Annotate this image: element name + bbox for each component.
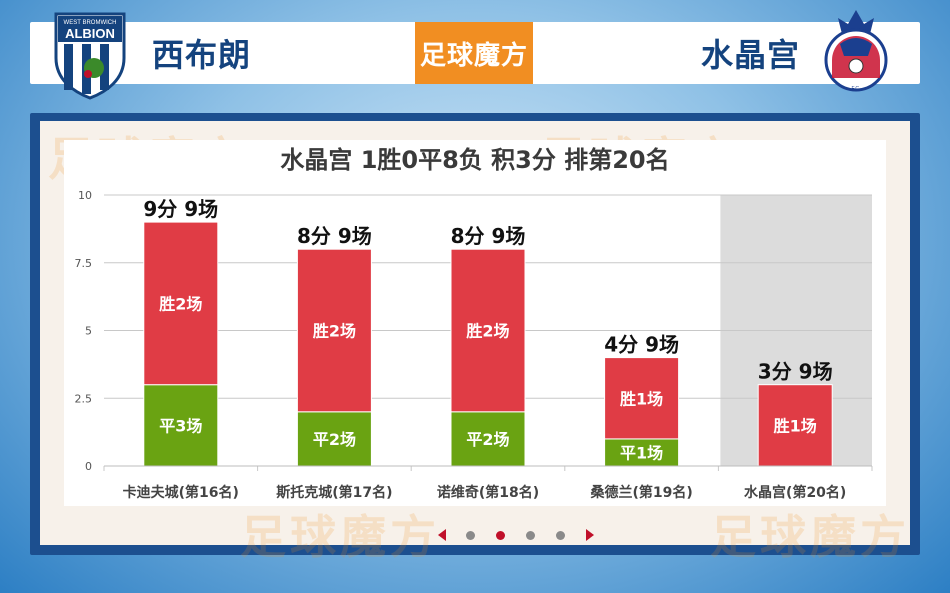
brand-watermark: 足球魔方 (240, 510, 440, 564)
away-team-name: 水晶宫 (700, 36, 800, 74)
y-tick-label: 2.5 (75, 392, 93, 405)
pager-dot[interactable] (496, 531, 505, 540)
x-tick-label: 诺维奇(第18名) (437, 484, 539, 501)
y-tick-label: 10 (78, 189, 92, 202)
x-tick-label: 水晶宫(第20名) (744, 484, 846, 501)
win-data-label: 胜2场 (159, 294, 202, 313)
slide-pager (430, 526, 600, 546)
brand-watermark: 足球魔方 (710, 510, 910, 564)
crystal-palace-crest-icon: F.C. (824, 10, 888, 92)
home-team-name: 西布朗 (152, 36, 252, 74)
win-bar (604, 357, 680, 440)
x-tick-label: 桑德兰(第19名) (590, 484, 692, 501)
win-data-label: 胜2场 (313, 322, 356, 341)
draw-data-label: 平2场 (466, 430, 509, 449)
x-tick-label: 卡迪夫城(第16名) (123, 484, 239, 501)
pager-dot[interactable] (526, 531, 535, 540)
total-label: 8分 9场 (297, 224, 372, 248)
total-label: 8分 9场 (451, 224, 526, 248)
svg-text:F.C.: F.C. (852, 86, 861, 92)
win-bar (143, 221, 219, 386)
chart-title: 水晶宫 1胜0平8负 积3分 排第20名 (280, 146, 669, 174)
total-label: 4分 9场 (604, 333, 679, 357)
draw-data-label: 平1场 (620, 443, 663, 462)
y-tick-label: 5 (85, 325, 92, 338)
win-data-label: 胜1场 (620, 389, 663, 408)
svg-text:ALBION: ALBION (65, 26, 115, 41)
total-label: 3分 9场 (758, 360, 833, 384)
draw-data-label: 平3场 (159, 416, 202, 435)
y-tick-label: 7.5 (75, 257, 93, 270)
next-arrow-icon[interactable] (586, 529, 594, 541)
win-bar (296, 248, 372, 413)
match-header: WEST BROMWICH ALBION 西布朗 足球魔方 水晶宫 F.C. (30, 10, 920, 100)
draw-bar (143, 384, 219, 467)
west-brom-crest-icon: WEST BROMWICH ALBION (54, 12, 126, 100)
pager-dot[interactable] (556, 531, 565, 540)
draw-bar (604, 438, 680, 467)
win-bar (450, 248, 526, 413)
pager-dot[interactable] (466, 531, 475, 540)
previous-arrow-icon[interactable] (438, 529, 446, 541)
standings-chart: 水晶宫 1胜0平8负 积3分 排第20名 0 2.5 5 7.5 10 平3场 胜2场 9分 … (75, 146, 873, 501)
total-label: 9分 9场 (143, 197, 218, 221)
x-tick-label: 斯托克城(第17名) (276, 484, 392, 501)
win-data-label: 胜2场 (466, 322, 509, 341)
brand-logo: 足球魔方 (415, 22, 533, 84)
win-data-label: 胜1场 (774, 416, 817, 435)
y-tick-label: 0 (85, 460, 92, 473)
svg-text:WEST BROMWICH: WEST BROMWICH (64, 20, 117, 26)
draw-data-label: 平2场 (313, 430, 356, 449)
